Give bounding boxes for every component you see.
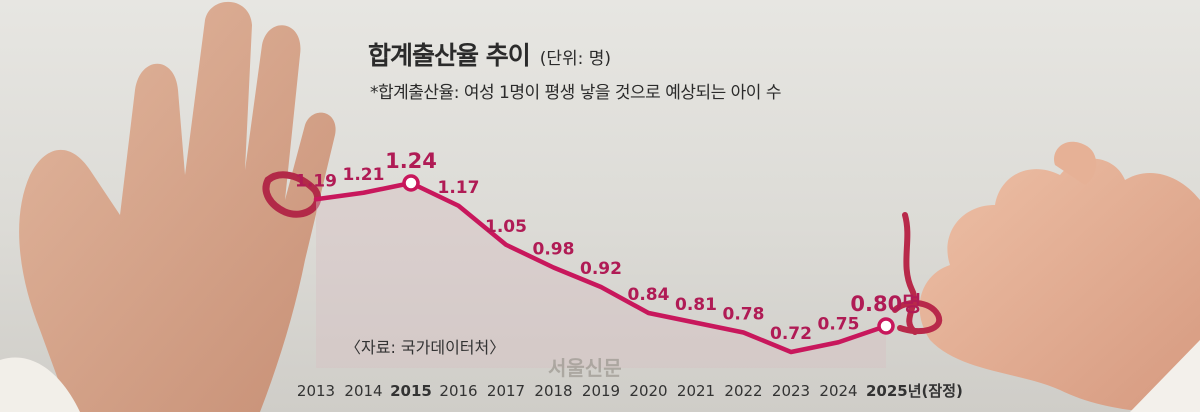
- data-label-2014: 1.21: [343, 165, 385, 185]
- data-label-2023: 0.72: [770, 324, 812, 344]
- x-tick-label-2015: 2015: [390, 382, 432, 400]
- data-label-2015: 1.24: [385, 149, 437, 173]
- x-tick-label-2023: 2023: [772, 382, 810, 400]
- x-tick-label-2020: 2020: [629, 382, 667, 400]
- publisher-watermark: 서울신문: [548, 356, 622, 380]
- data-label-2017: 1.05: [485, 217, 527, 237]
- data-label-2020: 0.84: [628, 285, 670, 305]
- data-label-2025: 0.80명: [850, 292, 921, 316]
- x-tick-label-2016: 2016: [439, 382, 477, 400]
- data-label-2013: 1.19: [295, 171, 337, 191]
- data-source: 〈자료: 국가데이터처〉: [345, 338, 506, 357]
- data-label-2018: 0.98: [533, 240, 575, 260]
- adult-hand-illustration: [0, 1, 336, 412]
- data-point-marker-2025: [877, 317, 895, 335]
- data-label-2024: 0.75: [818, 314, 860, 334]
- x-tick-label-2013: 2013: [297, 382, 335, 400]
- baby-hand-illustration: [919, 141, 1200, 412]
- x-tick-label-2021: 2021: [677, 382, 715, 400]
- chart-title-group: 합계출산율 추이 (단위: 명): [368, 36, 611, 72]
- x-tick-label-2014: 2014: [344, 382, 382, 400]
- x-tick-label-2018: 2018: [534, 382, 572, 400]
- data-label-2019: 0.92: [580, 259, 622, 279]
- data-point-marker-2015: [402, 174, 420, 192]
- x-tick-label-2022: 2022: [724, 382, 762, 400]
- chart-footnote: *합계출산율: 여성 1명이 평생 낳을 것으로 예상되는 아이 수: [370, 83, 782, 103]
- data-label-2016: 1.17: [438, 178, 480, 198]
- x-tick-label-2025: 2025년(잠정): [866, 382, 963, 400]
- chart-unit: (단위: 명): [539, 49, 612, 69]
- chart-title: 합계출산율 추이: [368, 41, 531, 70]
- x-tick-label-2024: 2024: [819, 382, 857, 400]
- series-area: [316, 183, 886, 368]
- data-label-2022: 0.78: [723, 305, 765, 325]
- x-tick-label-2017: 2017: [487, 382, 525, 400]
- x-tick-label-2019: 2019: [582, 382, 620, 400]
- data-label-2021: 0.81: [675, 295, 717, 315]
